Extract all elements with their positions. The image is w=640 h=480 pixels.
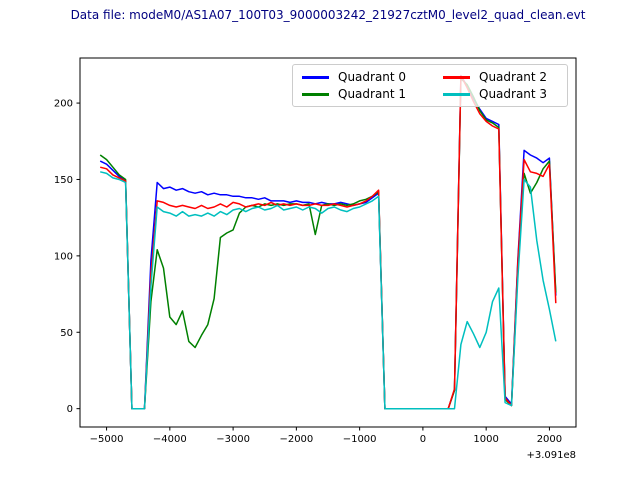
x-tick-label: 0 [420,434,426,445]
legend-label-quadrant-0: Quadrant 0 [338,70,407,84]
axes-spines [79,57,577,428]
y-tick-label: 50 [60,328,73,339]
series-line-quadrant-1 [99,77,557,410]
y-tick-label: 200 [54,99,73,110]
x-tick-label: −3000 [216,434,250,445]
legend-label-quadrant-1: Quadrant 1 [338,87,407,101]
legend-label-quadrant-2: Quadrant 2 [479,70,548,84]
series-line-quadrant-3 [100,171,557,410]
y-tick-label: 100 [54,251,73,262]
x-tick-label: 2000 [537,434,562,445]
x-tick-label: −2000 [279,434,313,445]
x-tick-label: 1000 [473,434,498,445]
series-line-quadrant-2 [100,74,557,410]
legend-item-quadrant-1: Quadrant 1 [302,87,417,101]
chart-title: Data file: modeM0/AS1A07_100T03_90000032… [70,8,586,22]
legend-swatch-quadrant-3 [443,92,470,96]
legend-item-quadrant-2: Quadrant 2 [443,70,558,84]
legend-item-quadrant-0: Quadrant 0 [302,70,417,84]
series-line-quadrant-0 [99,74,557,410]
x-tick-label: −4000 [153,434,187,445]
y-tick-label: 150 [54,175,73,186]
y-tick-label: 0 [67,404,73,415]
x-tick-label: −1000 [343,434,377,445]
legend: Quadrant 0 Quadrant 1 Quadrant 2 Quadran… [292,64,568,107]
legend-label-quadrant-3: Quadrant 3 [479,87,548,101]
legend-item-quadrant-3: Quadrant 3 [443,87,558,101]
x-axis-offset-label: +3.091e8 [526,450,576,461]
legend-swatch-quadrant-0 [302,75,329,79]
legend-swatch-quadrant-1 [302,92,329,96]
x-tick-label: −5000 [90,434,124,445]
legend-swatch-quadrant-2 [443,75,470,79]
